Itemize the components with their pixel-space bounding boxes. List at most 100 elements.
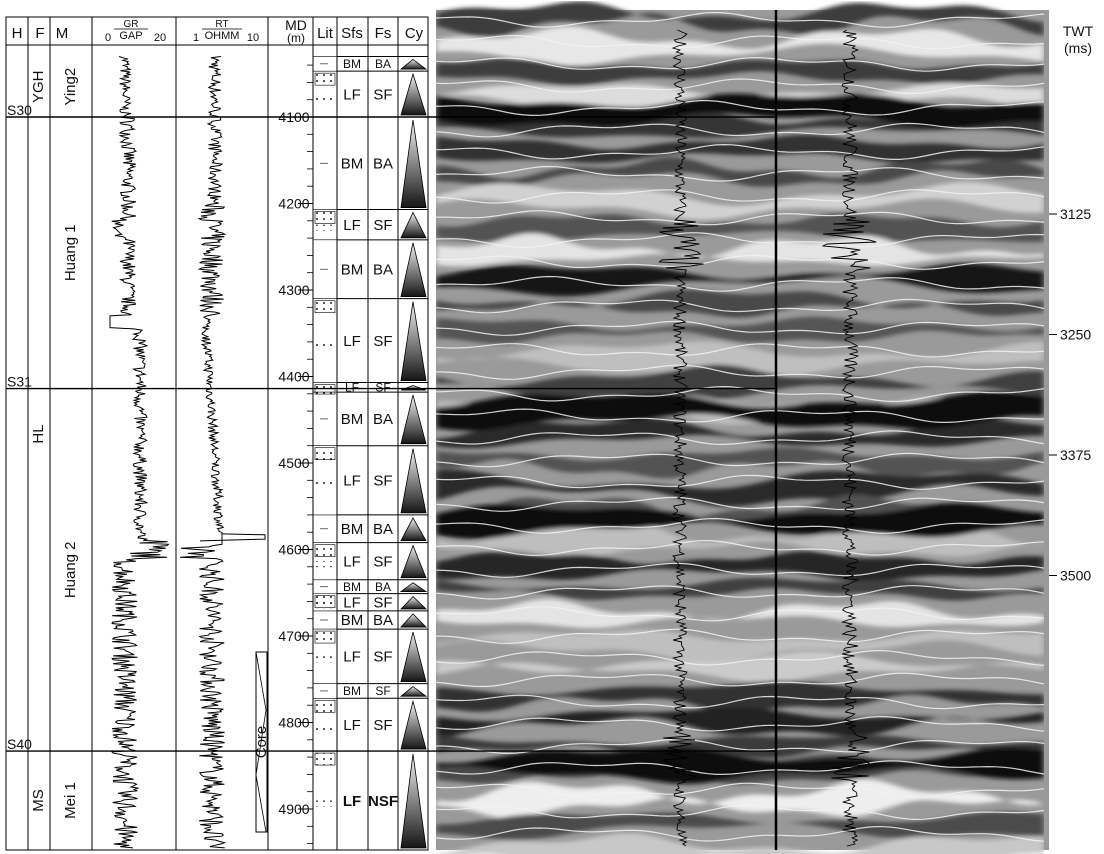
wavelet-contour <box>435 298 1045 314</box>
sand-bed <box>314 300 336 313</box>
seismic-reflector <box>436 707 1044 739</box>
sfs-label: LF <box>343 473 361 490</box>
fs-label: SF <box>373 473 392 490</box>
twt-title: TWT <box>1063 23 1094 39</box>
twt-unit: (ms) <box>1064 40 1092 56</box>
header-rt-max: 10 <box>247 32 259 44</box>
cycle-triangle <box>400 119 427 208</box>
wavelet-contour <box>435 517 1045 534</box>
seismic-reflector <box>436 289 1044 318</box>
header-h: H <box>12 25 23 42</box>
md-tick-label: 4900 <box>278 801 309 817</box>
wavelet-contour <box>435 672 1045 688</box>
horizon-label: S30 <box>7 102 32 118</box>
seismic-reflector <box>436 233 1044 267</box>
header-gr-min: 0 <box>105 32 111 44</box>
cycle-triangle <box>399 58 428 70</box>
wavelet-contour <box>435 605 1045 622</box>
fs-label: SF <box>373 553 392 570</box>
member-label: Ying2 <box>62 68 79 106</box>
header-gr-max: 20 <box>154 32 166 44</box>
wavelet-contour <box>435 694 1045 710</box>
cycle-triangle <box>399 582 428 593</box>
cycle-triangle <box>400 631 427 682</box>
column-header-row: H F M GR GAP 0 20 RT OHMM 1 10 MD (m) Li… <box>5 16 429 46</box>
fs-label: SF <box>373 595 392 612</box>
sand-bed <box>314 544 336 557</box>
seismic-reflector <box>436 263 1044 297</box>
rt-curve <box>179 56 227 849</box>
formation-label: HL <box>30 424 47 443</box>
header-md: MD <box>285 17 307 33</box>
header-rt-unit: OHMM <box>205 30 240 42</box>
sand-bed <box>314 447 336 461</box>
seismic-reflector <box>436 364 1044 400</box>
sand-bed <box>315 94 335 101</box>
sand-bed <box>315 224 335 231</box>
header-gr-title: GR <box>124 19 139 30</box>
seismic-reflector <box>436 26 1044 66</box>
wavelet-contour <box>436 738 1045 755</box>
well-trace-left <box>658 29 704 847</box>
fs-label: BA <box>375 580 391 594</box>
gr-curve <box>109 56 170 849</box>
wavelet-contour <box>435 804 1045 821</box>
cycle-triangle <box>400 394 427 445</box>
seismic-section <box>435 1 1049 854</box>
seismic-reflector <box>436 58 1044 86</box>
column-dividers <box>27 17 399 850</box>
seismic-reflector <box>436 447 1044 479</box>
wavelet-contour <box>435 782 1045 798</box>
sand-bed <box>315 800 335 807</box>
header-lit: Lit <box>317 25 334 42</box>
sfs-label: BM <box>343 580 361 594</box>
seismic-reflector <box>436 577 1044 601</box>
core-interval-marker: Core <box>253 651 270 833</box>
fs-label: SF <box>373 333 392 350</box>
horizon-label: S40 <box>7 736 32 752</box>
well-trace-right <box>821 29 877 847</box>
wavelet-contour <box>435 189 1045 204</box>
wavelet-contour <box>435 760 1045 776</box>
header-f: F <box>35 25 44 42</box>
wavelet-contour <box>435 56 1045 72</box>
cycle-triangle <box>400 517 427 541</box>
seismic-reflector <box>436 629 1044 663</box>
twt-tick-label: 3250 <box>1060 327 1091 343</box>
sand-bed <box>315 656 335 663</box>
wavelet-contour <box>435 254 1045 270</box>
cycle-triangle <box>400 448 427 514</box>
wavelet-contour <box>435 408 1045 423</box>
fs-label: BA <box>373 411 393 428</box>
wavelet-contour <box>435 628 1045 645</box>
seismic-reflector <box>436 316 1044 344</box>
md-tick-label: 4300 <box>278 282 309 298</box>
stratigraphic-zones: YGH HL MS Ying2 Huang 1 Huang 2 Mei 1 <box>30 68 92 819</box>
seismic-reflector <box>436 417 1044 449</box>
fs-label: SF <box>375 684 390 698</box>
twt-axis: TWT (ms) 3125 3250 3375 3500 <box>1049 23 1094 584</box>
wavelet-contour <box>435 715 1045 732</box>
cycle-triangle <box>400 72 427 116</box>
wavelet-contour <box>435 275 1045 292</box>
strong-reflector <box>436 93 1044 129</box>
fs-label: SF <box>373 649 392 666</box>
cycle-triangle <box>400 699 427 750</box>
fs-label: SF <box>373 217 392 234</box>
wavelet-contour <box>435 364 1045 381</box>
sfs-label: LF <box>343 333 361 350</box>
sfs-label: LF <box>343 649 361 666</box>
sfs-label: LF <box>343 86 361 103</box>
member-label: Mei 1 <box>62 782 79 819</box>
header-fs: Fs <box>375 25 392 42</box>
fs-label: SF <box>375 381 390 395</box>
sfs-label: BM <box>341 156 364 173</box>
sand-bed <box>314 752 336 766</box>
wavelet-contour <box>435 385 1045 403</box>
wavelet-contour <box>435 122 1045 138</box>
member-label: Huang 1 <box>62 224 79 281</box>
seismic-reflector <box>436 469 1044 507</box>
cycle-triangle <box>400 596 428 610</box>
